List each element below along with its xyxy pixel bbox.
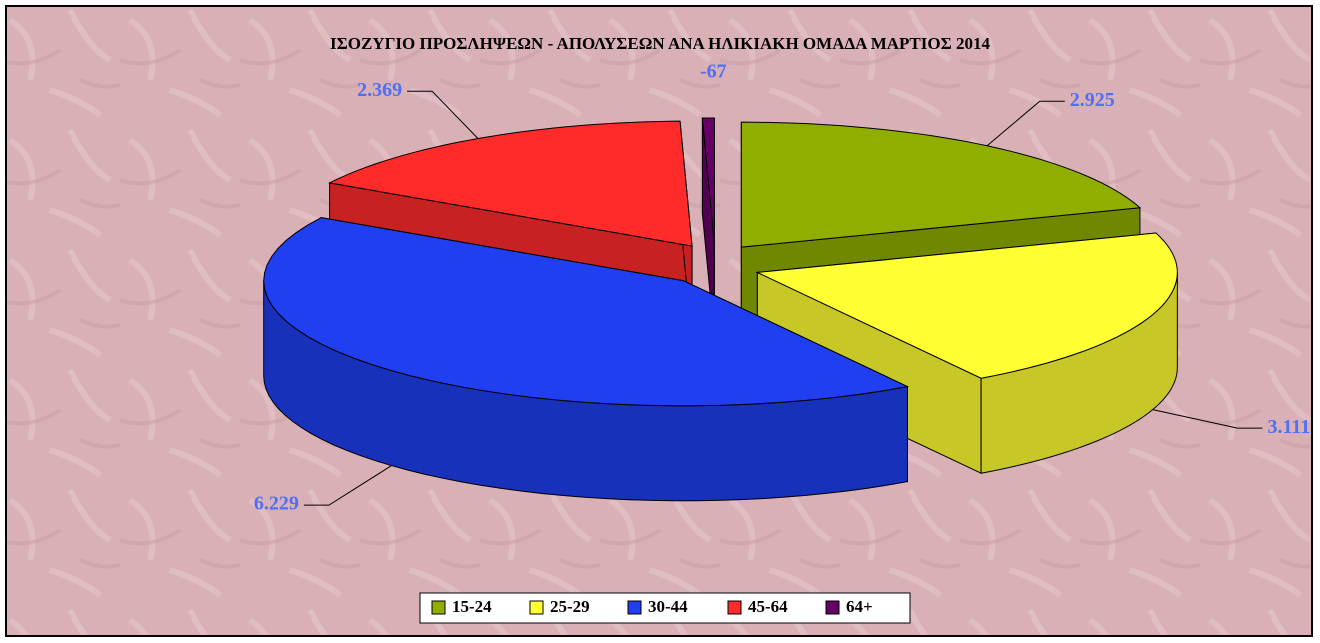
legend-swatch <box>727 600 742 615</box>
legend-label: 64+ <box>846 597 873 616</box>
leader-line <box>1152 409 1263 429</box>
legend-swatch <box>627 600 642 615</box>
leader-line <box>407 90 479 139</box>
legend-label: 25-29 <box>550 597 590 616</box>
legend-swatch <box>825 600 840 615</box>
legend-swatch <box>431 600 446 615</box>
data-label: -67 <box>700 61 727 83</box>
legend-label: 30-44 <box>648 597 688 616</box>
leader-line <box>303 465 392 506</box>
data-label: 6.229 <box>254 493 299 515</box>
legend-label: 45-64 <box>748 597 788 616</box>
data-label: 2.369 <box>357 79 402 101</box>
chart-title: ΙΣΟΖΥΓΙΟ ΠΡΟΣΛΗΨΕΩΝ - ΑΠΟΛΥΣΕΩΝ ΑΝΑ ΗΛΙΚ… <box>330 34 990 53</box>
leader-line <box>986 100 1065 147</box>
data-label: 3.111 <box>1267 416 1310 438</box>
data-label: 2.925 <box>1070 89 1115 111</box>
slice <box>701 117 715 244</box>
slice <box>755 232 1178 379</box>
legend-label: 15-24 <box>452 597 492 616</box>
legend-swatch <box>529 600 544 615</box>
slice <box>263 217 910 407</box>
